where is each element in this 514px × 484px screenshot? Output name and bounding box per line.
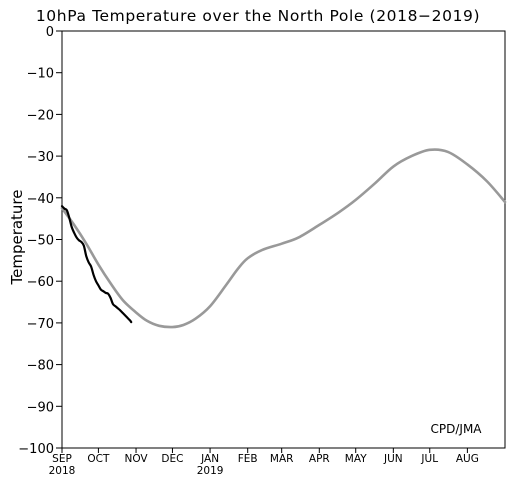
series-layer bbox=[60, 148, 507, 329]
y-axis: 0 −10 −20 −30 −40 −50 −60 −70 −80 −90 −100 bbox=[18, 25, 62, 457]
y-tick-label: −80 bbox=[27, 359, 54, 374]
y-axis-label: Temperature bbox=[8, 189, 26, 285]
y-tick-label: −70 bbox=[27, 317, 54, 332]
x-tick-label: NOV bbox=[124, 453, 148, 465]
y-tick-label: −10 bbox=[27, 67, 54, 82]
series-line-climatology bbox=[60, 148, 507, 329]
x-tick-label: MAY bbox=[345, 453, 367, 465]
plot-area bbox=[61, 30, 506, 449]
y-tick-label: −100 bbox=[18, 442, 54, 457]
y-tick-label: 0 bbox=[46, 25, 54, 40]
x-tick-label: MAR bbox=[270, 453, 294, 465]
x-tick-label: JUN bbox=[383, 453, 403, 465]
x-tick-label: SEP bbox=[52, 453, 72, 465]
x-tick-year-label: 2018 bbox=[49, 465, 76, 477]
y-tick-label: −30 bbox=[27, 150, 54, 165]
x-tick-label: AUG bbox=[456, 453, 479, 465]
source-annotation: CPD/JMA bbox=[431, 422, 483, 436]
y-tick-label: −90 bbox=[27, 400, 54, 415]
chart-title: 10hPa Temperature over the North Pole (2… bbox=[36, 7, 480, 25]
x-tick-label: DEC bbox=[161, 453, 183, 465]
x-tick-label: OCT bbox=[87, 453, 110, 465]
y-tick-label: −40 bbox=[27, 192, 54, 207]
x-tick-label: FEB bbox=[238, 453, 258, 465]
y-tick-label: −20 bbox=[27, 108, 54, 123]
x-tick-label: APR bbox=[309, 453, 330, 465]
y-tick-label: −50 bbox=[27, 234, 54, 249]
x-tick-label: JUL bbox=[420, 453, 438, 465]
series-line-observed bbox=[60, 205, 133, 324]
y-tick-label: −60 bbox=[27, 275, 54, 290]
x-tick-year-label: 2019 bbox=[197, 465, 224, 477]
x-tick-label: JAN bbox=[200, 453, 219, 465]
